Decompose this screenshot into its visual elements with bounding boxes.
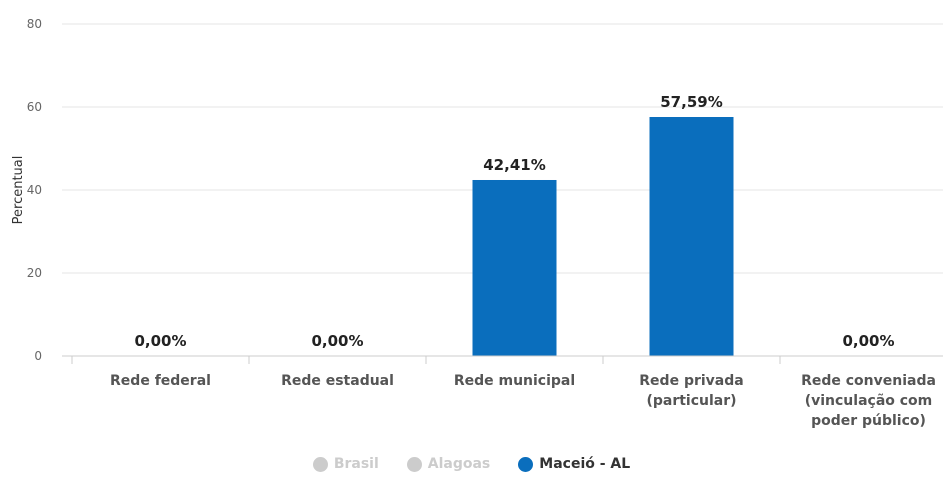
category-label: poder público) <box>811 413 926 429</box>
category-label: Rede estadual <box>281 373 394 389</box>
legend-marker <box>518 456 534 472</box>
y-tick-label: 40 <box>27 183 42 197</box>
legend-item[interactable]: Alagoas <box>406 456 491 472</box>
data-label: 0,00% <box>311 332 363 350</box>
y-tick-label: 20 <box>27 266 42 280</box>
category-label: Rede conveniada <box>801 373 936 389</box>
legend-item[interactable]: Brasil <box>312 456 379 472</box>
data-labels: 0,00% 0,00% 42,41% 57,59% 0,00% <box>134 93 894 350</box>
y-tick-label: 0 <box>34 349 42 363</box>
y-axis-label: Percentual <box>11 156 26 225</box>
y-tick-label: 60 <box>27 100 42 114</box>
legend: Brasil Alagoas Maceió - AL <box>0 456 943 472</box>
x-axis <box>62 355 943 364</box>
data-label: 0,00% <box>134 332 186 350</box>
legend-marker <box>406 456 422 472</box>
category-label: (vinculação com <box>805 393 933 409</box>
category-labels: Rede federal Rede estadual Rede municipal R… <box>110 373 936 429</box>
legend-label: Maceió - AL <box>539 456 631 472</box>
y-tick-label: 80 <box>27 17 42 31</box>
bar[interactable] <box>472 179 557 356</box>
bars <box>472 117 734 357</box>
category-label: Rede federal <box>110 373 211 389</box>
category-label: Rede privada <box>639 373 743 389</box>
data-label: 0,00% <box>842 332 894 350</box>
bar-chart: 0 20 40 60 80 Percentual 0,00% 0,00% 42,41% 57,… <box>11 17 943 429</box>
legend-label: Brasil <box>333 456 379 472</box>
category-label: (particular) <box>646 393 736 409</box>
legend-marker <box>312 456 328 472</box>
data-label: 42,41% <box>483 156 545 174</box>
legend-item[interactable]: Maceió - AL <box>518 456 630 472</box>
bar[interactable] <box>649 117 734 357</box>
legend-label: Alagoas <box>427 456 491 472</box>
data-label: 57,59% <box>660 93 722 111</box>
y-axis-ticks: 0 20 40 60 80 <box>27 17 42 363</box>
category-label: Rede municipal <box>454 373 575 389</box>
